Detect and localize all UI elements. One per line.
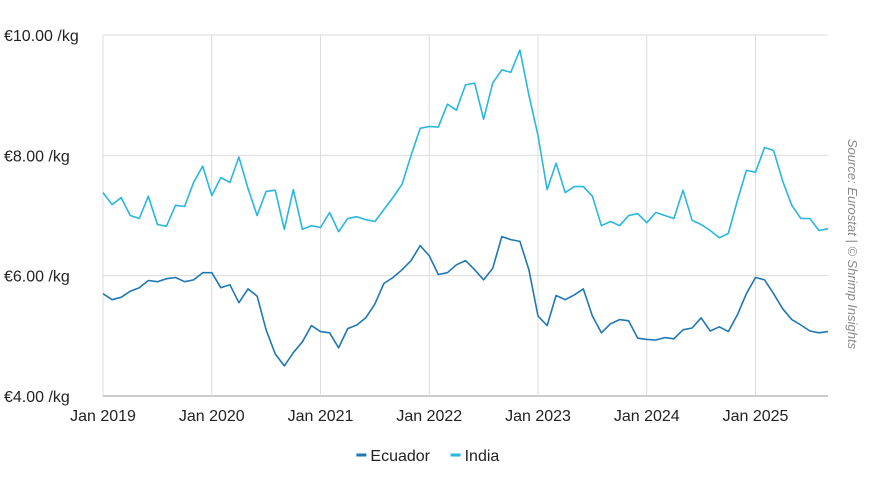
axes: €4.00 /kg €6.00 /kg €8.00 /kg €10.00 /kg Jan…: [4, 28, 789, 425]
source-note: Source: Eurostat | © Shrimp Insights: [845, 139, 860, 350]
x-tick-label: Jan 2020: [179, 408, 245, 425]
legend-label-india[interactable]: India: [465, 448, 500, 465]
series-line-india: [102, 49, 829, 239]
x-tick-label: Jan 2022: [396, 408, 462, 425]
legend-label-ecuador[interactable]: Ecuador: [370, 448, 430, 465]
x-tick-label: Jan 2023: [505, 408, 571, 425]
series-line-ecuador: [102, 235, 829, 367]
series-lines: [102, 49, 829, 367]
x-tick-label: Jan 2019: [70, 408, 136, 425]
y-tick-label: €8.00 /kg: [4, 148, 70, 165]
legend: Ecuador India: [356, 448, 499, 465]
y-tick-label: €6.00 /kg: [4, 269, 70, 286]
y-tick-label: €4.00 /kg: [4, 389, 70, 406]
x-tick-label: Jan 2021: [288, 408, 354, 425]
x-tick-label: Jan 2024: [614, 408, 680, 425]
x-tick-label: Jan 2025: [723, 408, 789, 425]
y-tick-label: €10.00 /kg: [4, 28, 79, 45]
grid: [102, 34, 828, 397]
